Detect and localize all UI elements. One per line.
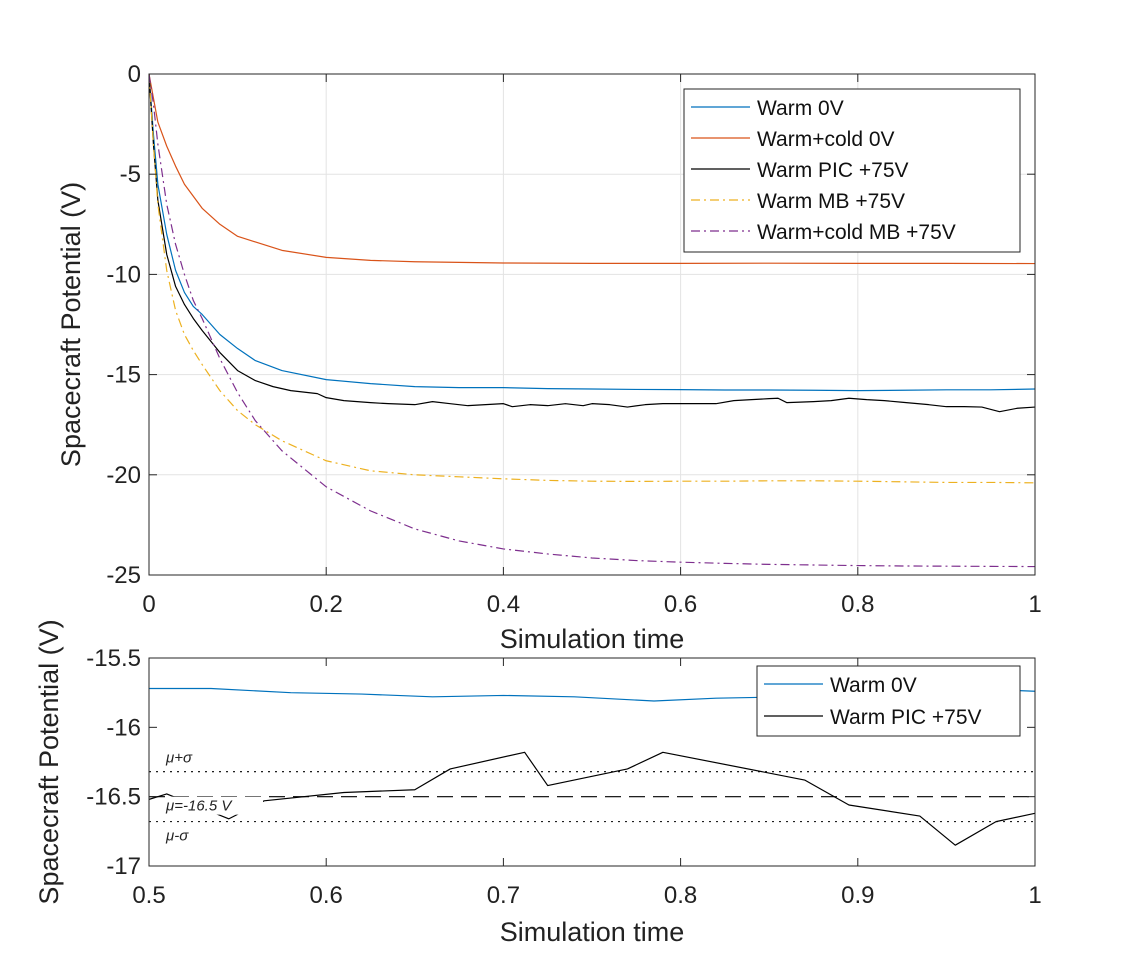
bottom-x-axis-title: Simulation time: [500, 917, 685, 947]
top-x-tick-label: 0.8: [841, 591, 874, 618]
bottom-y-tick-label: -15.5: [86, 645, 141, 672]
top-series-warm-0v: [149, 74, 1035, 392]
bottom-x-tick-label: 0.6: [310, 882, 343, 909]
bottom-ref-label-mean-minus-sigma: μ-σ: [165, 828, 189, 845]
top-x-tick-label: 0.2: [310, 591, 343, 618]
top-x-tick-label: 0.6: [664, 591, 697, 618]
top-legend-label-warm-mb-75v: Warm MB +75V: [757, 190, 905, 213]
top-series-warm-cold-0v: [149, 74, 1035, 265]
bottom-x-tick-label: 0.7: [487, 882, 520, 909]
bottom-y-tick-label: -17: [106, 853, 141, 880]
top-x-axis-title: Simulation time: [500, 624, 685, 654]
top-y-tick-label: -5: [120, 161, 141, 188]
top-series-warm-cold-mb-75v: [149, 74, 1035, 568]
top-axes-box: [148, 73, 1036, 576]
top-y-axis-title: Spacecraft Potential (V): [56, 182, 86, 467]
bottom-legend-box: [756, 665, 1021, 737]
bottom-x-tick-label: 0.5: [132, 882, 165, 909]
bottom-ref-label-mean: μ=-16.5 V: [165, 798, 233, 815]
top-legend-label-warm-pic-75v: Warm PIC +75V: [757, 159, 909, 182]
top-y-tick-label: -20: [106, 462, 141, 489]
bottom-panel: μ=-16.5 V μ+σ μ-σ 0.5 0.6 0.7 0.8 0.9 1 -15.5 -16 -…: [34, 619, 1042, 947]
bottom-y-tick-label: -16: [106, 714, 141, 741]
bottom-legend: Warm 0V Warm PIC +75V: [756, 665, 1021, 737]
bottom-legend-label-warm-pic-75v: Warm PIC +75V: [830, 706, 982, 729]
bottom-legend-label-warm-0v: Warm 0V: [830, 674, 917, 697]
top-y-tick-label: -10: [106, 261, 141, 288]
top-legend-box: [683, 88, 1021, 253]
top-legend-label-warm-cold-0v: Warm+cold 0V: [757, 128, 895, 151]
top-x-tick-label: 0.4: [487, 591, 520, 618]
top-panel: 0 0.2 0.4 0.6 0.8 1 0 -5 -10 -15 -20 -25 Simulation …: [56, 61, 1042, 654]
bottom-x-tick-label: 0.8: [664, 882, 697, 909]
bottom-ref-label-bg: [165, 796, 263, 815]
top-x-tick-label: 0: [142, 591, 155, 618]
bottom-axes-box: [148, 657, 1036, 867]
top-y-tick-label: -25: [106, 562, 141, 589]
bottom-y-axis-title: Spacecraft Potential (V): [34, 619, 64, 904]
bottom-y-tick-label: -16.5: [86, 784, 141, 811]
bottom-ref-label-mean-plus-sigma: μ+σ: [165, 750, 193, 767]
top-series-warm-mb-75v: [149, 74, 1035, 484]
top-legend: Warm 0V Warm+cold 0V Warm PIC +75V Warm MB …: [683, 88, 1021, 253]
bottom-x-tick-label: 1: [1028, 882, 1041, 909]
bottom-x-tick-label: 0.9: [841, 882, 874, 909]
top-legend-label-warm-cold-mb-75v: Warm+cold MB +75V: [757, 221, 956, 244]
top-y-tick-label: -15: [106, 362, 141, 389]
top-x-tick-label: 1: [1028, 591, 1041, 618]
top-y-tick-label: 0: [128, 61, 141, 88]
top-legend-label-warm-0v: Warm 0V: [757, 97, 844, 120]
top-series-warm-pic-75v: [149, 74, 1035, 413]
